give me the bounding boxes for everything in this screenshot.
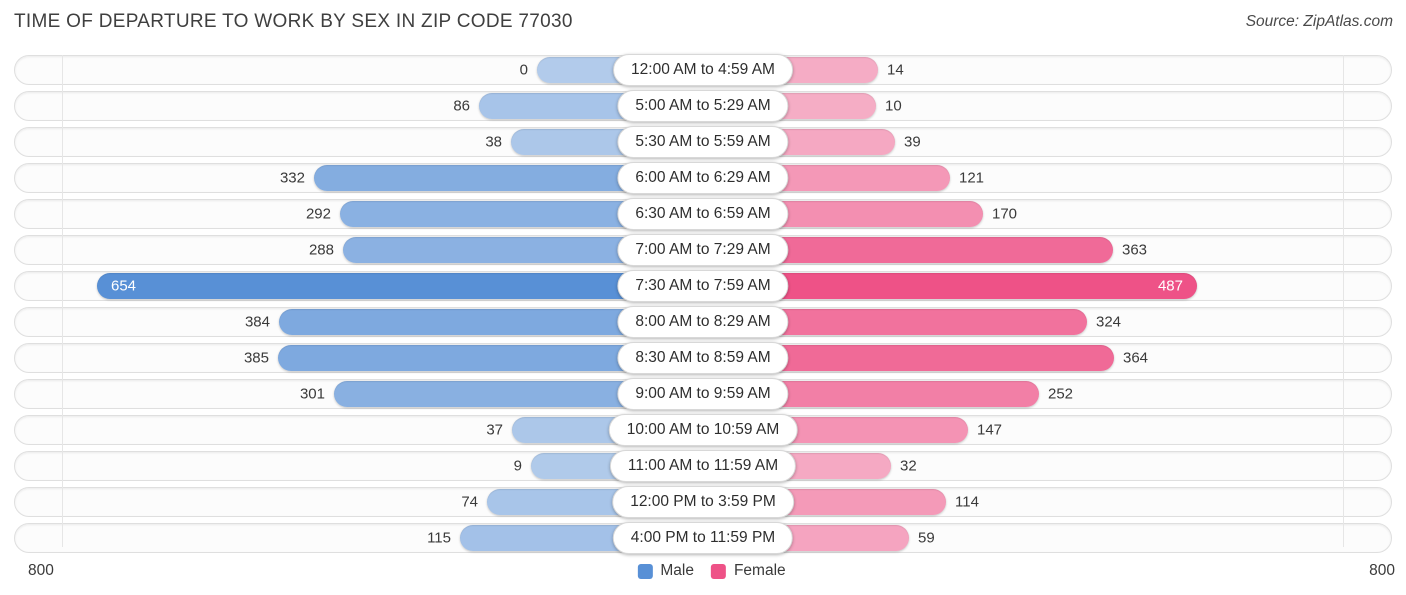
male-value-label: 86 <box>453 97 470 115</box>
chart-row: 115 59 4:00 PM to 11:59 PM <box>14 522 1392 554</box>
chart-row: 385 364 8:30 AM to 8:59 AM <box>14 342 1392 374</box>
female-value-label: 59 <box>918 529 935 547</box>
chart-row: 384 324 8:00 AM to 8:29 AM <box>14 306 1392 338</box>
chart-row: 301 252 9:00 AM to 9:59 AM <box>14 378 1392 410</box>
female-value-label: 32 <box>900 457 917 475</box>
female-value-label: 252 <box>1048 385 1074 403</box>
chart-rows: 0 14 12:00 AM to 4:59 AM 86 10 5:00 AM to 5:2… <box>14 54 1392 554</box>
male-value-label: 0 <box>519 61 528 79</box>
right-gridline <box>1343 55 1344 547</box>
male-value-label: 9 <box>513 457 522 475</box>
chart-header: TIME OF DEPARTURE TO WORK BY SEX IN ZIP … <box>0 0 1406 46</box>
chart-row: 288 363 7:00 AM to 7:29 AM <box>14 234 1392 266</box>
page-title: TIME OF DEPARTURE TO WORK BY SEX IN ZIP … <box>14 11 573 32</box>
chart-row: 74 114 12:00 PM to 3:59 PM <box>14 486 1392 518</box>
chart-area: 0 14 12:00 AM to 4:59 AM 86 10 5:00 AM to 5:2… <box>14 54 1392 554</box>
category-pill: 10:00 AM to 10:59 AM <box>608 414 798 446</box>
male-value-label: 332 <box>279 169 305 187</box>
male-value-label: 301 <box>299 385 325 403</box>
left-axis-max-label: 800 <box>28 562 54 579</box>
left-gridline <box>62 55 63 547</box>
category-pill: 12:00 PM to 3:59 PM <box>612 486 794 518</box>
category-pill: 9:00 AM to 9:59 AM <box>617 378 789 410</box>
chart-row: 37 147 10:00 AM to 10:59 AM <box>14 414 1392 446</box>
female-value-label: 147 <box>977 421 1003 439</box>
legend-item-male: Male <box>637 562 694 580</box>
category-pill: 11:00 AM to 11:59 AM <box>609 450 797 482</box>
chart-row: 654 487 7:30 AM to 7:59 AM <box>14 270 1392 302</box>
female-value-label: 114 <box>955 493 979 511</box>
female-value-label: 487 <box>1157 277 1183 295</box>
male-value-label: 385 <box>243 349 269 367</box>
male-value-label: 37 <box>486 421 503 439</box>
legend-item-female: Female <box>710 562 786 580</box>
category-pill: 6:00 AM to 6:29 AM <box>617 162 789 194</box>
female-value-label: 39 <box>904 133 921 151</box>
female-value-label: 324 <box>1096 313 1122 331</box>
male-value-label: 654 <box>111 277 137 295</box>
category-pill: 12:00 AM to 4:59 AM <box>613 54 793 86</box>
source-attribution: Source: ZipAtlas.com <box>1245 13 1393 30</box>
category-pill: 5:00 AM to 5:29 AM <box>617 90 789 122</box>
male-bar <box>96 273 703 299</box>
female-value-label: 170 <box>992 205 1018 223</box>
category-pill: 4:00 PM to 11:59 PM <box>612 522 794 554</box>
legend: Male Female <box>637 562 786 580</box>
right-axis-max-label: 800 <box>1369 562 1395 579</box>
category-pill: 8:30 AM to 8:59 AM <box>617 342 789 374</box>
category-pill: 7:00 AM to 7:29 AM <box>617 234 789 266</box>
chart-row: 9 32 11:00 AM to 11:59 AM <box>14 450 1392 482</box>
category-pill: 5:30 AM to 5:59 AM <box>617 126 789 158</box>
male-value-label: 288 <box>308 241 334 259</box>
category-pill: 7:30 AM to 7:59 AM <box>617 270 789 302</box>
legend-female-label: Female <box>733 562 786 579</box>
chart-row: 332 121 6:00 AM to 6:29 AM <box>14 162 1392 194</box>
male-swatch-icon <box>637 563 653 579</box>
chart-row: 38 39 5:30 AM to 5:59 AM <box>14 126 1392 158</box>
chart-footer: 800 Male Female 800 <box>28 559 1395 583</box>
female-value-label: 14 <box>887 61 904 79</box>
chart-row: 0 14 12:00 AM to 4:59 AM <box>14 54 1392 86</box>
female-value-label: 364 <box>1123 349 1149 367</box>
male-value-label: 292 <box>305 205 331 223</box>
male-value-label: 384 <box>244 313 270 331</box>
legend-male-label: Male <box>660 562 694 579</box>
female-value-label: 10 <box>885 97 902 115</box>
female-swatch-icon <box>710 563 726 579</box>
male-value-label: 115 <box>427 529 451 547</box>
chart-row: 292 170 6:30 AM to 6:59 AM <box>14 198 1392 230</box>
category-pill: 8:00 AM to 8:29 AM <box>617 306 789 338</box>
female-value-label: 363 <box>1122 241 1148 259</box>
chart-row: 86 10 5:00 AM to 5:29 AM <box>14 90 1392 122</box>
category-pill: 6:30 AM to 6:59 AM <box>617 198 789 230</box>
male-value-label: 38 <box>485 133 502 151</box>
female-value-label: 121 <box>959 169 985 187</box>
male-value-label: 74 <box>461 493 478 511</box>
